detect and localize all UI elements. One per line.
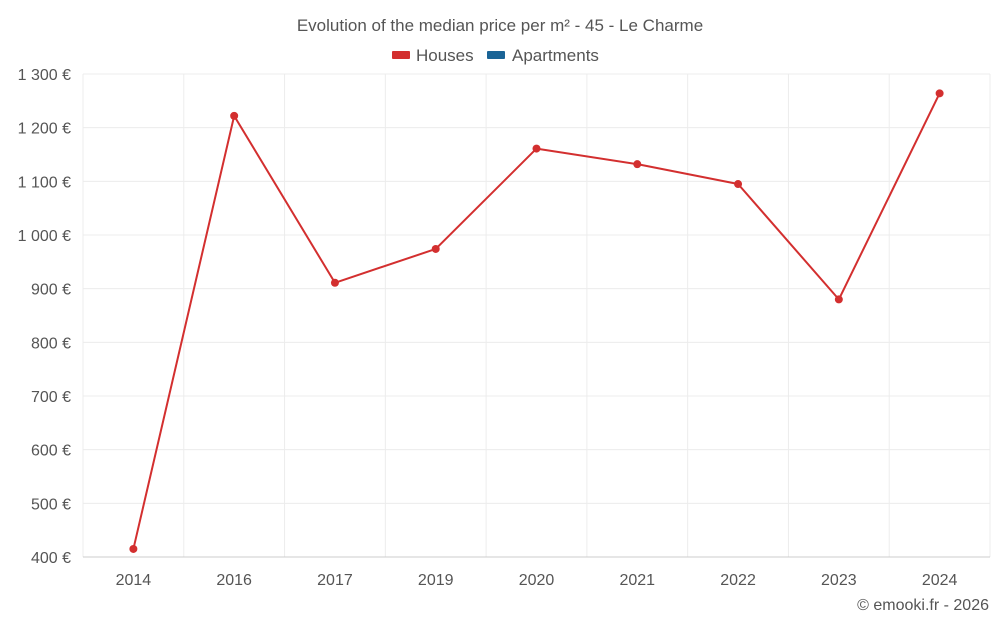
data-point-houses-2023[interactable] bbox=[834, 295, 843, 304]
y-tick-label: 1 000 € bbox=[18, 228, 71, 245]
y-tick-label: 400 € bbox=[31, 550, 71, 567]
y-tick-label: 1 300 € bbox=[18, 67, 71, 84]
y-tick-label: 1 200 € bbox=[18, 121, 71, 138]
y-tick-label: 800 € bbox=[31, 335, 71, 352]
data-point-houses-2024[interactable] bbox=[935, 89, 944, 98]
grid bbox=[82, 73, 991, 557]
y-axis-labels: 400 € 500 € 600 € 700 € 800 € 900 € 1 000 € 1 1… bbox=[18, 67, 71, 567]
y-tick-label: 500 € bbox=[31, 496, 71, 513]
x-tick-label: 2024 bbox=[922, 572, 958, 589]
x-tick-label: 2017 bbox=[317, 572, 353, 589]
x-tick-label: 2023 bbox=[821, 572, 857, 589]
credit-text: © emooki.fr - 2026 bbox=[857, 597, 989, 614]
data-point-houses-2021[interactable] bbox=[633, 160, 642, 169]
legend-label-houses: Houses bbox=[416, 46, 474, 65]
data-point-houses-2017[interactable] bbox=[330, 278, 339, 287]
y-tick-label: 1 100 € bbox=[18, 174, 71, 191]
series-line-houses bbox=[132, 92, 941, 550]
data-point-houses-2022[interactable] bbox=[734, 180, 743, 189]
x-tick-label: 2020 bbox=[519, 572, 555, 589]
chart-title: Evolution of the median price per m² - 4… bbox=[297, 16, 703, 35]
y-tick-label: 900 € bbox=[31, 282, 71, 299]
series-houses bbox=[129, 89, 944, 553]
legend-item-houses[interactable]: Houses bbox=[392, 46, 474, 65]
data-point-houses-2014[interactable] bbox=[129, 544, 138, 553]
x-tick-label: 2016 bbox=[216, 572, 252, 589]
legend-swatch-apartments bbox=[487, 51, 505, 59]
x-tick-label: 2022 bbox=[720, 572, 756, 589]
x-tick-label: 2021 bbox=[619, 572, 655, 589]
x-tick-label: 2014 bbox=[116, 572, 152, 589]
x-axis-labels: 2014 2016 2017 2019 2020 2021 2022 2023 2024 bbox=[116, 572, 958, 589]
x-tick-label: 2019 bbox=[418, 572, 454, 589]
legend-swatch-houses bbox=[392, 51, 410, 59]
legend-item-apartments[interactable]: Apartments bbox=[487, 46, 599, 65]
data-point-houses-2016[interactable] bbox=[230, 111, 239, 120]
legend-label-apartments: Apartments bbox=[512, 46, 599, 65]
data-point-houses-2020[interactable] bbox=[532, 144, 541, 153]
y-tick-label: 700 € bbox=[31, 389, 71, 406]
y-tick-label: 600 € bbox=[31, 443, 71, 460]
data-point-houses-2019[interactable] bbox=[431, 244, 440, 253]
legend: Houses Apartments bbox=[392, 46, 599, 65]
